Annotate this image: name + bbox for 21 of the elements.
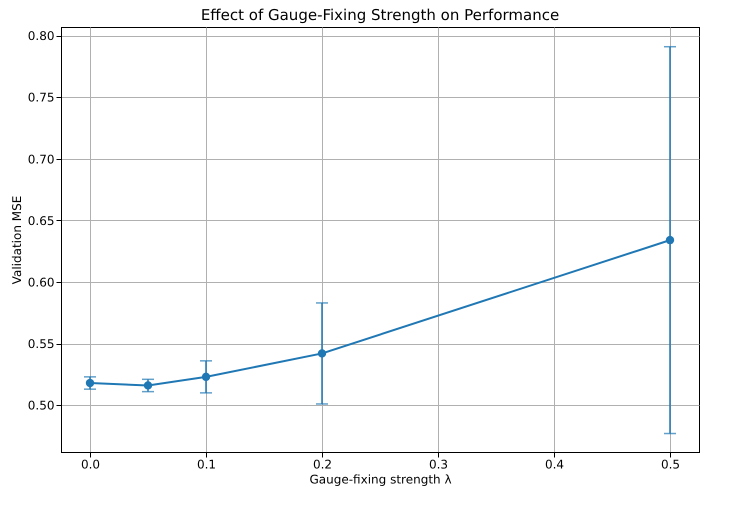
y-tick-label: 0.70 [28,152,54,166]
x-tick-label: 0.4 [544,458,564,472]
x-tick-label: 0.1 [196,458,216,472]
y-tick-label: 0.55 [28,337,54,352]
point [202,372,210,382]
y-tick-label: 0.75 [28,90,54,105]
y-tick-label: 0.65 [28,214,54,228]
x-tick-label: 0.5 [660,458,680,472]
x-tick-label: 0.2 [312,458,332,472]
x-tick-label: 0.3 [428,458,448,472]
x-axis-title: Gauge-fixing strength λ [309,472,452,486]
y-tick-label: 0.60 [28,276,54,290]
y-axis-title: Validation MSE [10,196,24,284]
x-tick-label: 0.0 [80,458,100,472]
point [666,236,674,244]
point [86,378,94,388]
y-tick-label: 0.50 [28,398,54,413]
point [318,349,326,358]
point [144,381,152,390]
chart-title: Effect of Gauge-Fixing Strength on Performance [200,6,560,24]
y-tick-label: 0.80 [28,29,54,44]
